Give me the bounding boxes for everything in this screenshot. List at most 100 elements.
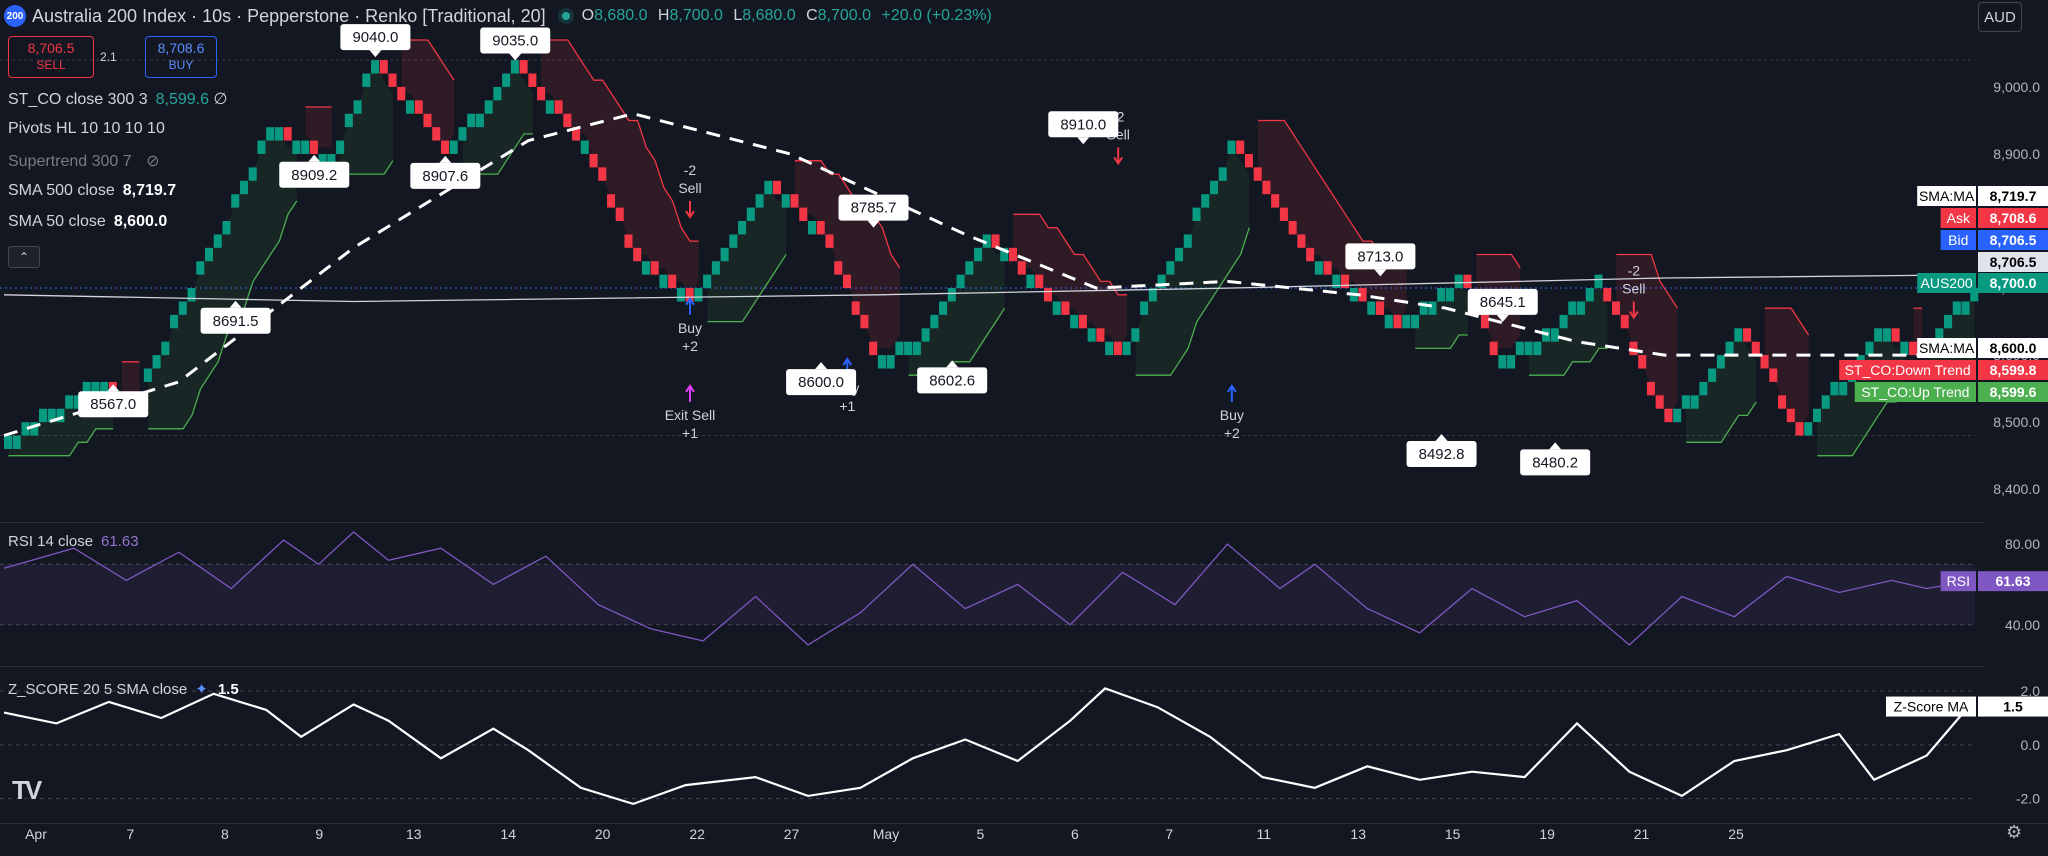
renko-brick (851, 301, 860, 315)
renko-brick (1017, 261, 1026, 275)
renko-brick (1367, 301, 1376, 315)
signal-text: Buy (678, 320, 702, 336)
renko-brick (729, 234, 738, 248)
renko-brick (475, 113, 484, 128)
time-tick-label: 20 (595, 826, 611, 842)
renko-brick (1236, 140, 1245, 154)
renko-brick (1812, 408, 1821, 423)
grid-lines (0, 59, 2048, 824)
renko-brick (65, 395, 74, 409)
renko-brick (178, 301, 187, 315)
renko-brick (703, 274, 712, 289)
zscore-settings-icon[interactable]: ✦ (195, 681, 208, 698)
price-label-tag-text: SMA:MA (1919, 188, 1975, 204)
legend-rsi[interactable]: RSI 14 close 61.63 (8, 533, 139, 550)
price-tick-label: 9,000.0 (1993, 79, 2040, 95)
axis-labels: 8,400.08,500.08,600.08,700.08,800.08,900… (25, 79, 2040, 842)
sell-button[interactable]: 8,706.5 SELL (8, 36, 94, 78)
moving-averages (3, 112, 1971, 437)
renko-brick (1795, 422, 1804, 436)
renko-brick (1122, 341, 1131, 356)
price-label-value (1978, 360, 2048, 380)
price-label-tag (1940, 208, 1976, 228)
pivot-pointer (1549, 442, 1562, 450)
renko-brick (38, 408, 47, 423)
renko-brick (886, 355, 895, 369)
renko-brick (484, 100, 493, 114)
buy-button[interactable]: 8,708.6 BUY (145, 36, 217, 78)
supertrend-fill-area (1616, 254, 1678, 416)
renko-brick (834, 261, 843, 275)
renko-brick (1341, 274, 1350, 289)
renko-brick (1000, 247, 1009, 262)
legend-sma500[interactable]: SMA 500 close 8,719.7 (8, 182, 177, 199)
renko-brick (1690, 395, 1699, 409)
renko-brick (974, 247, 983, 262)
price-label-value (1978, 252, 2048, 272)
legend-supertrend[interactable]: Supertrend 300 7 ⊘ (8, 153, 160, 170)
price-label-value-text: 8,719.7 (1990, 188, 2037, 204)
renko-bricks[interactable] (4, 60, 1979, 449)
renko-brick (1008, 247, 1018, 262)
pivot-label-box (200, 307, 271, 334)
renko-brick (423, 113, 432, 128)
zscore-tick-label: 2.0 (2021, 683, 2041, 699)
signal-text: +1 (682, 425, 698, 441)
renko-brick (930, 314, 939, 329)
renko-brick (213, 234, 222, 248)
renko-brick (362, 73, 371, 87)
time-tick-label: 8 (221, 826, 229, 842)
symbol-title[interactable]: Australia 200 Index · 10s · Pepperstone … (32, 5, 546, 26)
legend-pivots[interactable]: Pivots HL 10 10 10 10 (8, 120, 165, 137)
renko-brick (1673, 408, 1682, 423)
renko-brick (965, 261, 974, 275)
pivot-pointer (1077, 137, 1090, 145)
collapse-legend-button[interactable]: ⌃ (8, 246, 40, 268)
renko-brick (519, 60, 528, 74)
price-label-tag-text: ST_CO:Up Trend (1861, 384, 1969, 400)
renko-brick (196, 261, 205, 275)
ohlc-readout: O8,680.0 H8,700.0 L8,680.0 C8,700.0 +20.… (581, 7, 992, 24)
renko-brick (633, 247, 642, 262)
supertrend-line (8, 428, 114, 457)
legend-zscore[interactable]: Z_SCORE 20 5 SMA close ✦ 1.5 (8, 681, 239, 698)
renko-brick (659, 274, 668, 289)
renko-brick (56, 408, 65, 423)
renko-brick (580, 140, 589, 154)
renko-brick (746, 207, 755, 222)
legend-st-co[interactable]: ST_CO close 300 3 8,599.6 ∅ (8, 91, 228, 108)
rsi-tick-label: 40.00 (2005, 617, 2040, 633)
renko-brick (1463, 274, 1472, 289)
renko-brick (379, 60, 388, 74)
signal-text: -2 (1628, 263, 1641, 279)
pivot-label-text: 8910.0 (1060, 116, 1106, 133)
buy-label: BUY (168, 58, 194, 72)
renko-brick (1297, 234, 1306, 248)
renko-brick (1655, 395, 1664, 409)
gear-icon[interactable]: ⚙ (2006, 822, 2023, 842)
pivot-pointer (308, 154, 321, 162)
renko-brick (685, 288, 694, 302)
legend-sma50[interactable]: SMA 50 close 8,600.0 (8, 213, 168, 230)
signal-text: +1 (839, 398, 855, 414)
pivot-label-box (786, 369, 857, 396)
zscore-label-value (1978, 696, 2048, 717)
pivot-label-box (1048, 111, 1119, 138)
price-label-tag-text: Bid (1948, 232, 1968, 248)
renko-brick (606, 194, 616, 208)
renko-brick (1524, 341, 1533, 356)
supertrend-line (148, 200, 298, 430)
renko-brick (1166, 261, 1175, 275)
signal-text: Exit Sell (665, 407, 716, 423)
pivot-label-box (1520, 449, 1591, 476)
currency-selector[interactable]: AUD (1978, 2, 2022, 32)
renko-brick (292, 140, 301, 154)
time-tick-label: 19 (1539, 826, 1555, 842)
tradingview-logo-icon: TV (12, 775, 42, 805)
time-tick-label: Apr (25, 826, 47, 842)
hidden-eye-icon[interactable]: ⊘ (146, 153, 160, 170)
pivot-label-text: 9035.0 (492, 32, 538, 49)
renko-brick (458, 127, 467, 141)
rsi-tick-label: 80.00 (2005, 536, 2040, 552)
